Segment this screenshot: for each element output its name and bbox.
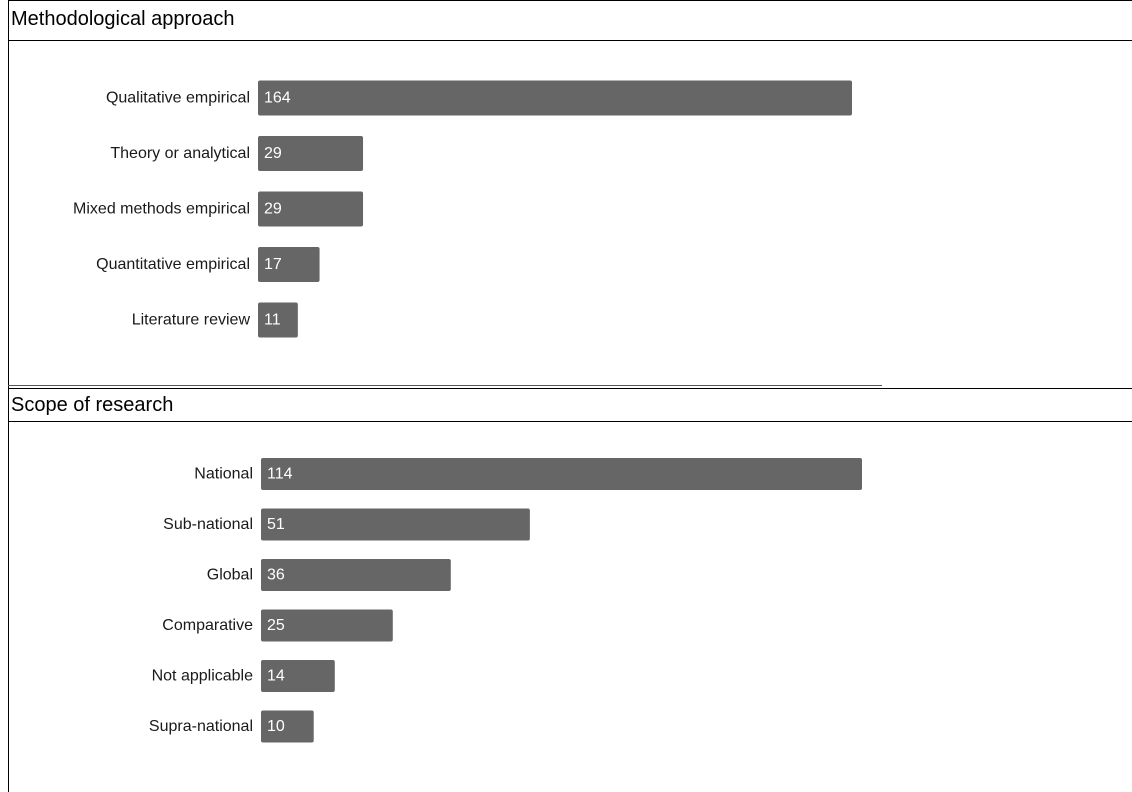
panel-divider [8, 385, 882, 386]
scope-bar-supra-national [261, 710, 314, 743]
method-value-label-mixed-methods-empirical: 29 [264, 201, 282, 218]
method-bar-theory-or-analytical [258, 136, 364, 171]
scope-category-label-supra-national: Supra-national [149, 718, 253, 735]
scope-bar-sub-national [261, 508, 530, 541]
method-bar-mixed-methods-empirical [258, 191, 364, 227]
methodological-approach-panel: Methodological approach [8, 0, 1132, 388]
method-value-label-theory-or-analytical: 29 [264, 145, 282, 162]
method-value-label-literature-review: 11 [264, 312, 281, 329]
scope-value-label-global: 36 [267, 567, 285, 584]
method-category-label-quantitative-empirical: Quantitative empirical [96, 256, 250, 273]
scope-bar-national [261, 458, 862, 490]
method-bar-qualitative-empirical [258, 80, 852, 116]
scope-value-label-national: 114 [267, 466, 293, 483]
scope-category-label-global: Global [207, 567, 253, 584]
scope-bar-comparative [261, 609, 393, 642]
method-value-label-qualitative-empirical: 164 [264, 90, 291, 107]
scope-of-research-title: Scope of research [9, 388, 1132, 422]
scope-bar-global [261, 559, 451, 591]
method-category-label-mixed-methods-empirical: Mixed methods empirical [73, 201, 250, 218]
scope-of-research-panel: Scope of research [8, 388, 1132, 792]
scope-category-label-sub-national: Sub-national [163, 516, 253, 533]
scope-value-label-sub-national: 51 [267, 516, 285, 533]
scope-value-label-supra-national: 10 [267, 718, 285, 735]
scope-of-research-chart: National 114 Sub-national 51 Global 36 Compara… [149, 458, 862, 743]
method-value-label-quantitative-empirical: 17 [264, 256, 282, 273]
scope-category-label-national: National [194, 466, 253, 483]
method-category-label-literature-review: Literature review [132, 312, 251, 329]
methodological-approach-title: Methodological approach [9, 0, 1132, 41]
scope-category-label-not-applicable: Not applicable [152, 668, 254, 685]
scope-category-label-comparative: Comparative [162, 617, 253, 634]
method-bar-quantitative-empirical [258, 247, 320, 282]
scope-bar-not-applicable [261, 660, 335, 692]
method-category-label-theory-or-analytical: Theory or analytical [110, 145, 250, 162]
scope-value-label-comparative: 25 [267, 617, 285, 634]
scope-value-label-not-applicable: 14 [267, 668, 285, 685]
methodological-approach-chart: Qualitative empirical 164 Theory or analyt… [73, 80, 852, 338]
method-bar-literature-review [258, 302, 298, 338]
method-category-label-qualitative-empirical: Qualitative empirical [106, 90, 250, 107]
